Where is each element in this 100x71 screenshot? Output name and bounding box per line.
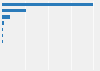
Bar <box>2 40 3 43</box>
Bar <box>2 3 93 6</box>
Bar <box>2 15 10 19</box>
Bar <box>2 28 3 31</box>
Bar <box>2 9 26 12</box>
Bar <box>2 34 3 37</box>
Bar <box>2 21 4 25</box>
